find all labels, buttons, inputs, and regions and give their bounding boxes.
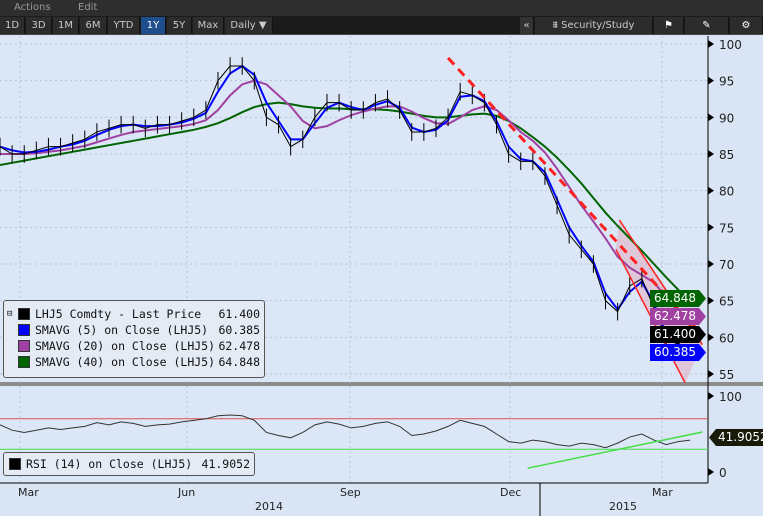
y-tick-mark: [708, 223, 714, 232]
rsi-line: [0, 414, 691, 449]
chart-toolbar: 1D 3D 1M 6M YTD 1Y 5Y Max Daily ▼ « ⩩ Se…: [0, 16, 763, 35]
legend-swatch: [18, 356, 30, 368]
range-1d[interactable]: 1D: [0, 17, 25, 34]
sma5-line: [0, 64, 691, 345]
legend-label: SMAVG (20) on Close (LHJ5): [35, 339, 216, 353]
menu-actions[interactable]: Actions: [14, 2, 51, 13]
y-tick-label: 75: [719, 221, 734, 235]
y-tick-mark: [708, 113, 714, 122]
legend-label: LHJ5 Comdty - Last Price: [35, 307, 202, 321]
sma5-price-tag: 60.385: [650, 344, 706, 361]
trendline: [446, 56, 704, 337]
y-tick-label: 65: [719, 295, 734, 309]
security-study-button[interactable]: ⩩ Security/Study: [535, 17, 653, 34]
sma40-price-tag: 64.848: [650, 290, 706, 307]
y-tick-mark: [708, 40, 714, 48]
x-year-2014: 2014: [255, 500, 283, 513]
rsi-tick-mark: [708, 468, 714, 476]
range-6m[interactable]: 6M: [80, 17, 107, 34]
range-1y[interactable]: 1Y: [141, 17, 166, 34]
y-tick-label: 60: [719, 331, 734, 345]
range-1m[interactable]: 1M: [53, 17, 79, 34]
gear-icon[interactable]: ⚙: [730, 17, 763, 34]
legend-item-sma40[interactable]: SMAVG (40) on Close (LHJ5) 64.848: [4, 354, 264, 370]
sma40-line: [0, 101, 691, 303]
legend-value: 60.385: [218, 323, 260, 337]
last-price-line: [0, 65, 691, 346]
frequency-dropdown[interactable]: Daily ▼: [225, 17, 273, 34]
legend-swatch: [18, 324, 30, 336]
collapse-tree-icon[interactable]: ⊟: [7, 309, 13, 319]
legend-item-last-price[interactable]: ⊟ LHJ5 Comdty - Last Price 61.400: [4, 306, 264, 322]
price-chart[interactable]: 55 60 65 70 75 80 85 90 95 100 0 100: [0, 36, 763, 516]
legend-label: SMAVG (5) on Close (LHJ5): [35, 323, 209, 337]
rsi-tick-label: 0: [719, 466, 727, 480]
y-tick-mark: [708, 370, 714, 378]
y-tick-label: 70: [719, 258, 734, 272]
pencil-icon[interactable]: ✎: [685, 17, 729, 34]
menu-bar: Actions Edit: [0, 0, 763, 16]
x-tick-mar-2015: Mar: [652, 486, 673, 499]
rsi-legend: RSI (14) on Close (LHJ5) 41.9052: [3, 452, 255, 476]
y-tick-mark: [708, 150, 714, 158]
x-year-2015: 2015: [609, 500, 637, 513]
legend-value: 62.478: [218, 339, 260, 353]
price-legend: ⊟ LHJ5 Comdty - Last Price 61.400 SMAVG (5…: [3, 300, 265, 378]
legend-value: 64.848: [218, 355, 260, 369]
range-5y[interactable]: 5Y: [167, 17, 192, 34]
y-tick-mark: [708, 260, 714, 268]
rsi-tick-label: 100: [719, 390, 742, 404]
y-tick-mark: [708, 333, 714, 342]
menu-edit[interactable]: Edit: [78, 2, 98, 13]
y-tick-mark: [708, 296, 714, 305]
rsi-trendline: [527, 431, 703, 469]
legend-swatch: [18, 340, 30, 352]
sma20-price-tag: 62.478: [650, 308, 706, 325]
legend-item-sma5[interactable]: SMAVG (5) on Close (LHJ5) 60.385: [4, 322, 264, 338]
rsi-tick-mark: [708, 392, 714, 400]
legend-item-rsi[interactable]: RSI (14) on Close (LHJ5) 41.9052: [4, 456, 254, 472]
legend-value: 41.9052: [201, 457, 250, 471]
y-tick-label: 85: [719, 148, 734, 162]
last-price-tag: 61.400: [650, 326, 706, 343]
y-tick-mark: [708, 76, 714, 85]
x-tick-dec: Dec: [500, 486, 522, 499]
x-tick-sep: Sep: [340, 486, 361, 499]
y-tick-label: 95: [719, 75, 734, 89]
legend-item-sma20[interactable]: SMAVG (20) on Close (LHJ5) 62.478: [4, 338, 264, 354]
security-study-label: Security/Study: [561, 20, 635, 31]
y-tick-mark: [708, 186, 714, 195]
range-max[interactable]: Max: [193, 17, 224, 34]
legend-swatch: [9, 458, 21, 470]
range-3d[interactable]: 3D: [26, 17, 52, 34]
chart-study-icon: ⩩: [552, 20, 562, 31]
x-tick-jun: Jun: [178, 486, 196, 499]
y-tick-label: 90: [719, 111, 734, 125]
flag-icon[interactable]: ⚑: [654, 17, 684, 34]
legend-swatch: [18, 308, 30, 320]
x-tick-mar-2014: Mar: [18, 486, 39, 499]
legend-label: SMAVG (40) on Close (LHJ5): [35, 355, 216, 369]
rsi-value-tag: 41.9052: [709, 429, 763, 446]
range-ytd[interactable]: YTD: [108, 17, 140, 34]
legend-value: 61.400: [218, 307, 260, 321]
y-tick-label: 80: [719, 185, 734, 199]
y-tick-label: 100: [719, 38, 742, 52]
panel-divider: [0, 382, 763, 386]
collapse-button[interactable]: «: [520, 17, 534, 34]
y-tick-label: 55: [719, 368, 734, 382]
legend-label: RSI (14) on Close (LHJ5): [26, 457, 193, 471]
